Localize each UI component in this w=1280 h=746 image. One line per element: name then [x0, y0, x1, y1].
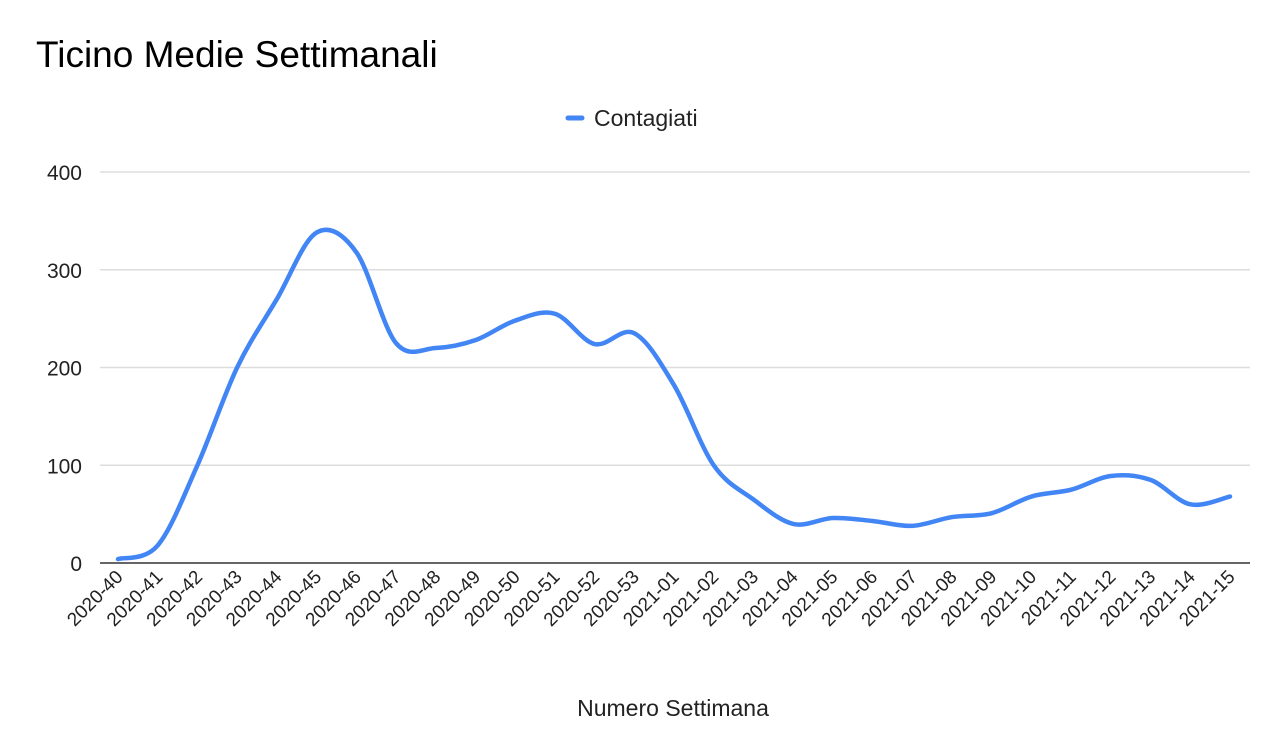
series-line-contagiati	[115, 227, 1233, 562]
y-tick-label: 400	[47, 162, 82, 185]
y-tick-label: 100	[47, 455, 82, 478]
y-tick-label: 300	[47, 260, 82, 283]
x-axis-title: Numero Settimana	[577, 695, 769, 721]
y-tick-label: 0	[70, 553, 82, 576]
y-tick-label: 200	[47, 358, 82, 381]
chart-title: Ticino Medie Settimanali	[36, 34, 438, 75]
legend-label: Contagiati	[594, 105, 698, 131]
